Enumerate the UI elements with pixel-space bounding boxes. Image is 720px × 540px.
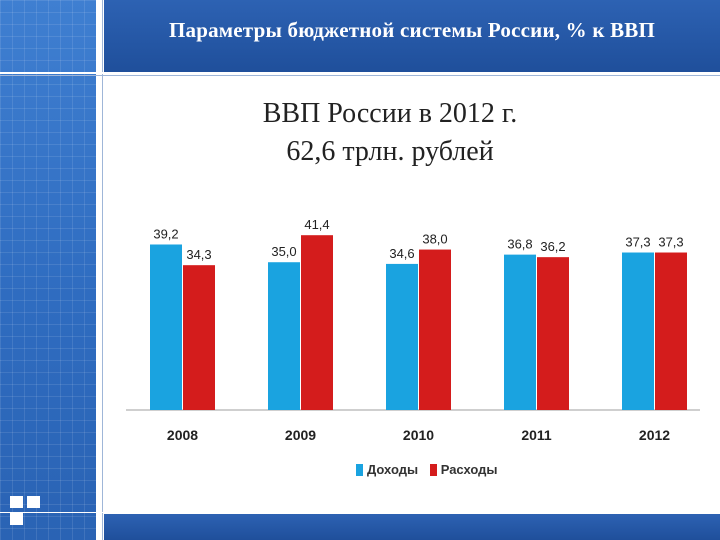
legend-label-income: Доходы [367,462,419,477]
data-label: 34,6 [389,246,414,261]
page-title: Параметры бюджетной системы России, % к … [168,18,656,42]
legend-swatch-income [356,463,363,476]
bar-income [622,252,654,410]
header-bar: Параметры бюджетной системы России, % к … [104,0,720,72]
bar-expense [301,235,333,410]
gdp-subtitle-line2: 62,6 трлн. рублей [286,136,494,167]
x-tick-label: 2011 [521,427,552,443]
bar-expense [537,257,569,410]
data-label: 37,3 [625,235,650,250]
bar-income [504,254,536,410]
bar-expense [655,252,687,410]
data-label: 37,3 [658,235,683,250]
bar-income [150,244,182,410]
bar-expense [419,249,451,410]
divider-vertical [96,0,98,540]
divider-horizontal [0,72,720,74]
x-tick-label: 2010 [403,427,434,443]
data-label: 35,0 [271,244,296,259]
data-label: 36,8 [507,237,532,252]
divider-bottom [0,512,720,513]
footer-bar [104,514,720,540]
legend-label-expense: Расходы [440,462,498,477]
data-label: 38,0 [422,232,447,247]
bar-chart: 39,2 34,3 2008 35,0 41,4 2009 34,6 38,0 2010 36,8… [126,217,700,443]
x-tick-label: 2012 [639,427,670,443]
legend-swatch-expense [429,463,437,476]
legend-item-expense: Расходы [429,462,498,477]
bar-expense [183,265,215,410]
data-label: 41,4 [304,217,329,232]
divider-horizontal-thin [0,75,720,76]
sidebar-decoration [0,0,96,540]
data-label: 36,2 [540,239,565,254]
bar-income [268,262,300,410]
bar-income [386,263,418,410]
x-tick-label: 2009 [285,427,316,443]
data-label: 39,2 [153,226,178,241]
sidebar-grid-pattern [0,0,96,540]
gdp-subtitle-line1: ВВП России в 2012 г. [262,98,518,129]
data-label: 34,3 [186,247,211,262]
x-tick-label: 2008 [167,427,198,443]
logo-squares-icon [10,496,46,530]
chart-legend: Доходы Расходы [356,462,506,479]
legend-item-income: Доходы [356,462,418,477]
divider-vertical-thin [102,0,103,540]
